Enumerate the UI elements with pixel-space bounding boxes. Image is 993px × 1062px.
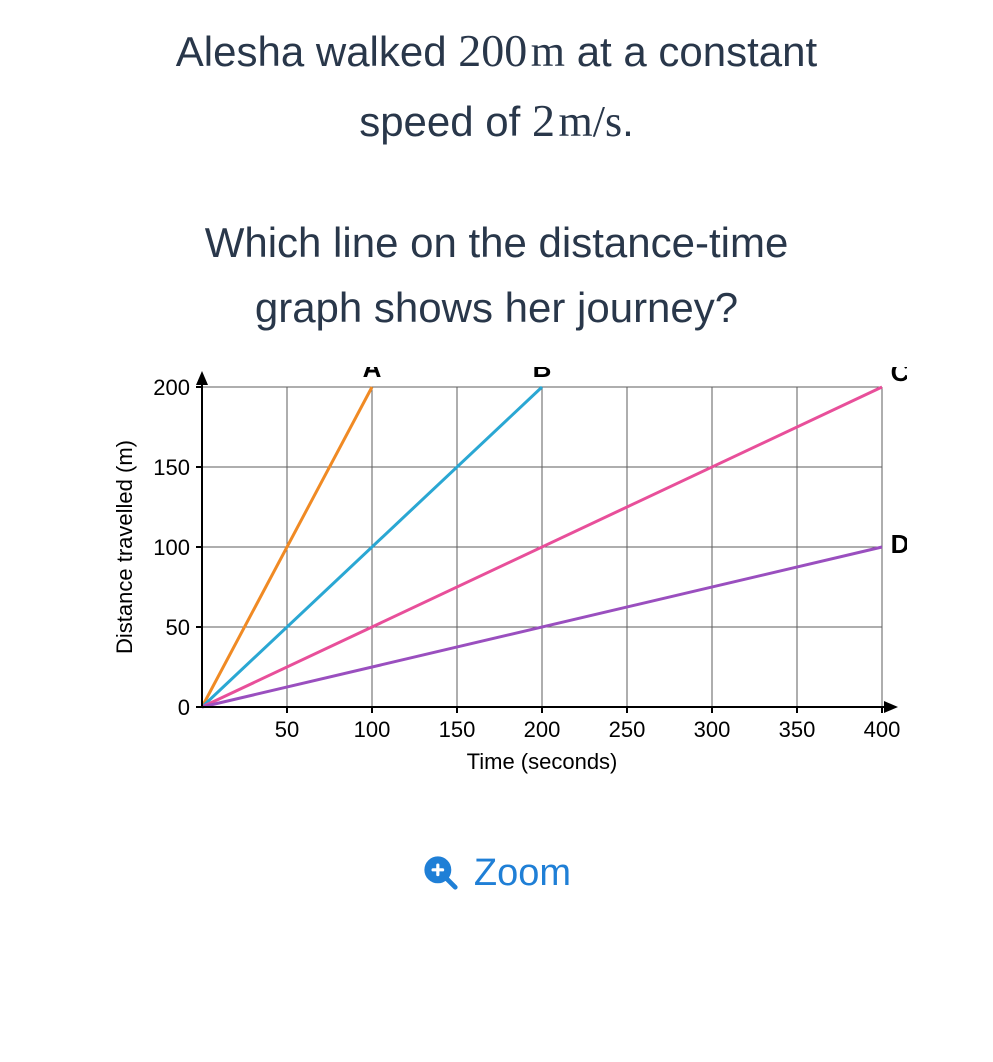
value-distance: 200 xyxy=(458,25,527,76)
svg-text:150: 150 xyxy=(153,455,190,480)
series-label-D: D xyxy=(890,529,906,559)
svg-text:250: 250 xyxy=(608,717,645,742)
series-label-A: A xyxy=(362,367,381,383)
zoom-label: Zoom xyxy=(474,852,571,895)
text: speed of xyxy=(359,98,532,145)
unit-m: m xyxy=(559,97,593,146)
question-line-2: speed of 2 m/s. xyxy=(30,90,963,152)
value-speed: 2 xyxy=(532,95,555,146)
question-block: Alesha walked 200 m at a constant speed … xyxy=(30,20,963,337)
series-label-C: C xyxy=(890,367,906,387)
question-line-1: Alesha walked 200 m at a constant xyxy=(30,20,963,82)
zoom-in-icon xyxy=(422,854,460,892)
slash: / xyxy=(593,97,605,146)
svg-text:200: 200 xyxy=(523,717,560,742)
text: . xyxy=(622,98,634,145)
x-axis-label: Time (seconds) xyxy=(466,749,617,774)
svg-text:150: 150 xyxy=(438,717,475,742)
svg-text:300: 300 xyxy=(693,717,730,742)
svg-text:0: 0 xyxy=(177,695,189,720)
svg-text:100: 100 xyxy=(353,717,390,742)
svg-text:350: 350 xyxy=(778,717,815,742)
unit-s: s xyxy=(605,97,622,146)
svg-text:400: 400 xyxy=(863,717,900,742)
zoom-button[interactable]: Zoom xyxy=(30,852,963,895)
unit-m: m xyxy=(531,27,565,76)
svg-text:50: 50 xyxy=(165,615,189,640)
distance-time-chart: 0 50 100 150 200 50 100 150 200 250 300 350 400 A B C D T… xyxy=(87,367,907,797)
y-axis-label: Distance travelled (m) xyxy=(112,440,137,654)
text: at a constant xyxy=(565,28,817,75)
svg-text:100: 100 xyxy=(153,535,190,560)
text: Alesha walked xyxy=(176,28,459,75)
chart-container: 0 50 100 150 200 50 100 150 200 250 300 350 400 A B C D T… xyxy=(30,367,963,797)
question-line-3: Which line on the distance-time xyxy=(30,215,963,272)
svg-text:50: 50 xyxy=(274,717,298,742)
question-line-4: graph shows her journey? xyxy=(30,280,963,337)
svg-text:200: 200 xyxy=(153,375,190,400)
series-label-B: B xyxy=(532,367,551,383)
